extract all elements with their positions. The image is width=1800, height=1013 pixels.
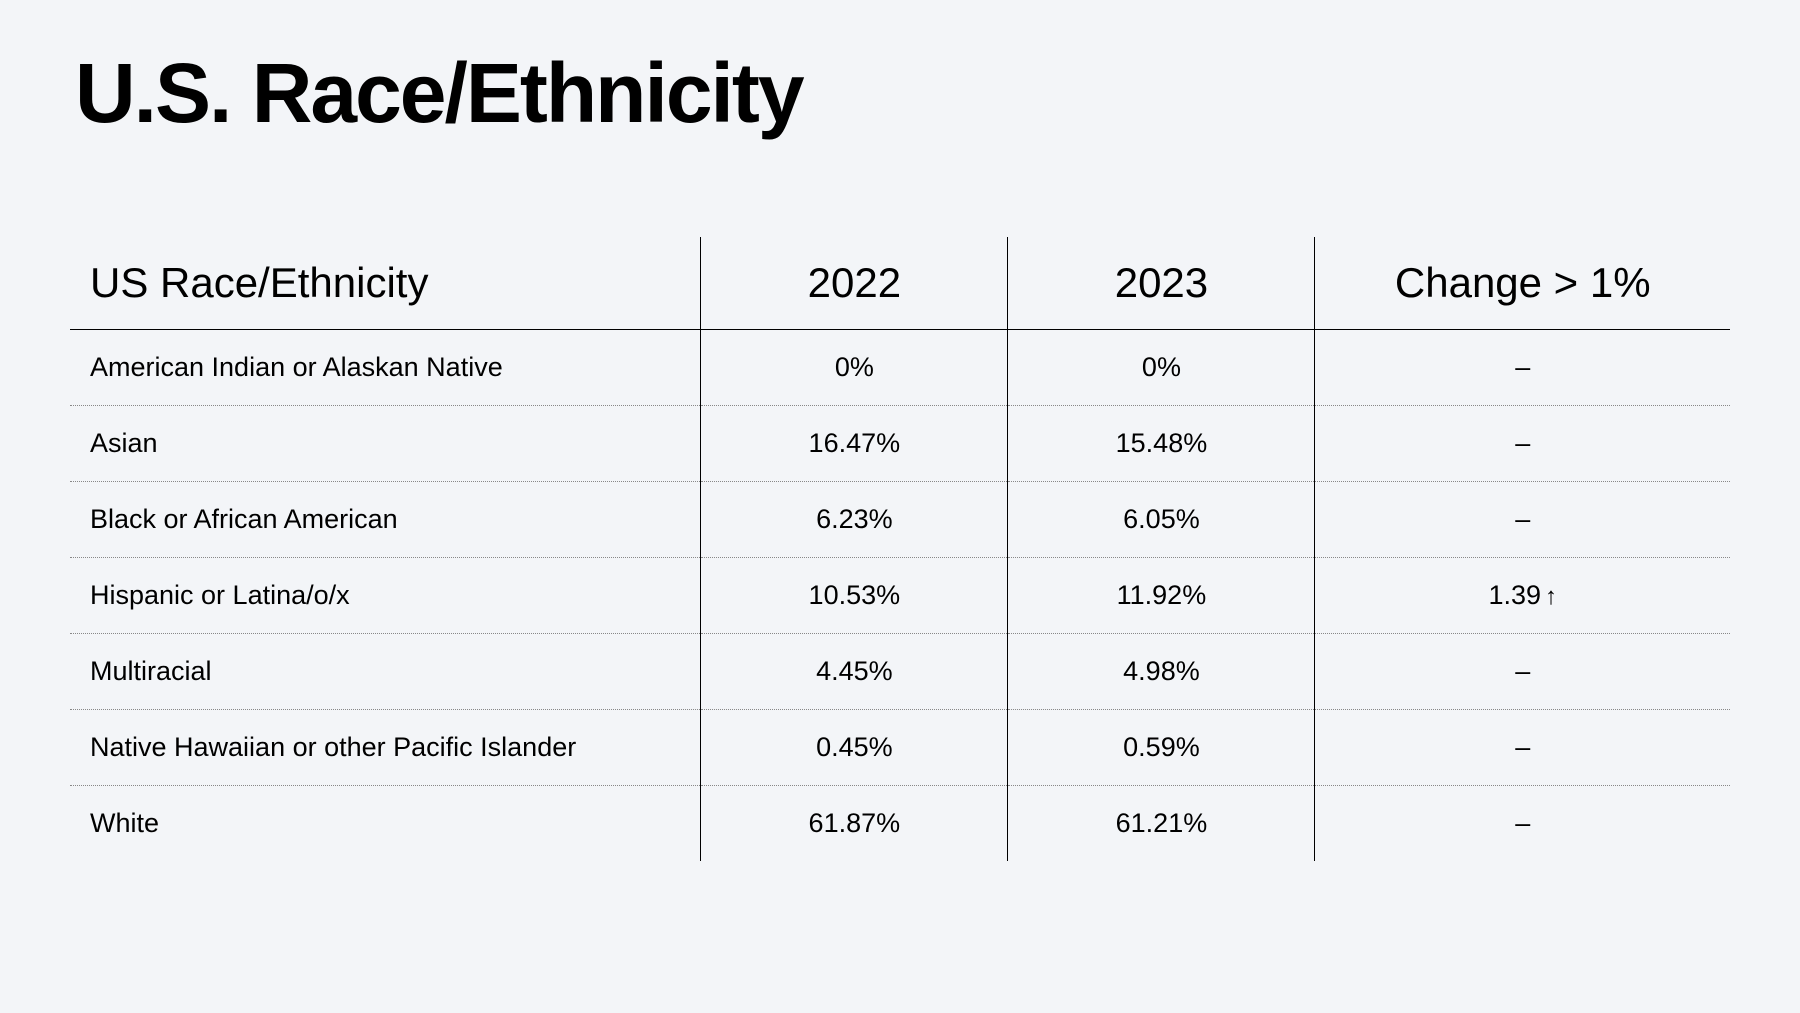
cell-2023: 61.21% [1008,786,1315,862]
cell-2022: 10.53% [701,558,1008,634]
cell-2022: 16.47% [701,406,1008,482]
page-title: U.S. Race/Ethnicity [75,45,1730,142]
cell-2022: 4.45% [701,634,1008,710]
cell-category: American Indian or Alaskan Native [70,330,701,406]
table-body: American Indian or Alaskan Native0%0%–As… [70,330,1730,862]
table-row: Hispanic or Latina/o/x10.53%11.92%1.39 ↑ [70,558,1730,634]
table-row: White61.87%61.21%– [70,786,1730,862]
cell-2023: 6.05% [1008,482,1315,558]
cell-change: – [1315,482,1730,558]
table-row: American Indian or Alaskan Native0%0%– [70,330,1730,406]
cell-2022: 6.23% [701,482,1008,558]
table-row: Native Hawaiian or other Pacific Islande… [70,710,1730,786]
col-header-2023: 2023 [1008,237,1315,330]
table-row: Asian16.47%15.48%– [70,406,1730,482]
cell-category: Hispanic or Latina/o/x [70,558,701,634]
arrow-up-icon: ↑ [1545,583,1557,611]
col-header-change: Change > 1% [1315,237,1730,330]
table-row: Black or African American6.23%6.05%– [70,482,1730,558]
cell-category: Multiracial [70,634,701,710]
cell-category: Asian [70,406,701,482]
cell-change: – [1315,330,1730,406]
cell-2023: 11.92% [1008,558,1315,634]
cell-category: White [70,786,701,862]
cell-category: Native Hawaiian or other Pacific Islande… [70,710,701,786]
cell-2023: 0.59% [1008,710,1315,786]
cell-2023: 15.48% [1008,406,1315,482]
cell-2023: 4.98% [1008,634,1315,710]
cell-2022: 61.87% [701,786,1008,862]
table-row: Multiracial4.45%4.98%– [70,634,1730,710]
cell-change: – [1315,634,1730,710]
col-header-2022: 2022 [701,237,1008,330]
cell-change: – [1315,710,1730,786]
col-header-category: US Race/Ethnicity [70,237,701,330]
cell-change: – [1315,786,1730,862]
table-header-row: US Race/Ethnicity 2022 2023 Change > 1% [70,237,1730,330]
cell-change: 1.39 ↑ [1315,558,1730,634]
cell-change: – [1315,406,1730,482]
cell-2022: 0.45% [701,710,1008,786]
cell-2023: 0% [1008,330,1315,406]
ethnicity-table: US Race/Ethnicity 2022 2023 Change > 1% … [70,237,1730,861]
cell-category: Black or African American [70,482,701,558]
cell-2022: 0% [701,330,1008,406]
change-value: 1.39 [1488,580,1541,610]
